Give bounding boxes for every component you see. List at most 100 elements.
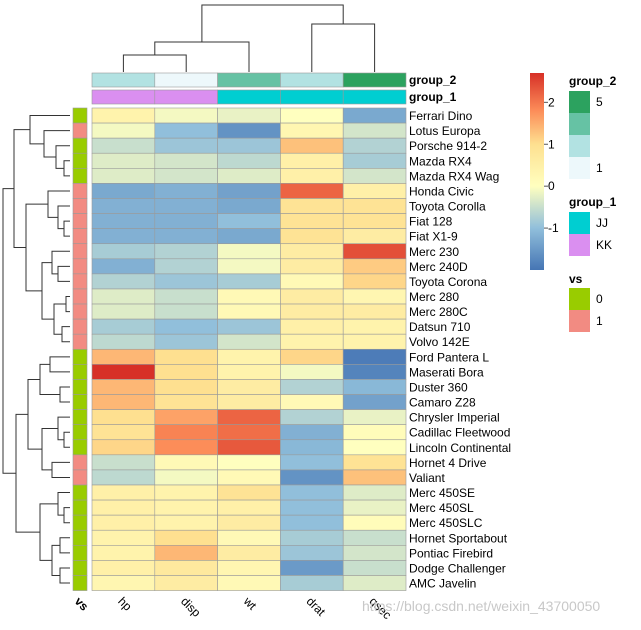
heatmap-cell: [280, 454, 344, 471]
heatmap-cell: [217, 575, 281, 591]
vs-annotation-cell: [72, 228, 88, 245]
heatmap-cell: [342, 545, 407, 561]
heatmap-cell: [342, 560, 407, 576]
heatmap-cell: [217, 514, 281, 531]
row-label: Merc 280: [409, 290, 459, 304]
heatmap-cell: [217, 198, 281, 214]
row-label: Chrysler Imperial: [409, 411, 500, 425]
heatmap-cell: [217, 499, 281, 516]
heatmap-cell: [217, 545, 281, 561]
heatmap-cell: [280, 545, 344, 561]
heatmap-cell: [280, 137, 344, 154]
group1-annotation-cell: [217, 89, 281, 105]
row-dendrogram-link: [51, 461, 70, 478]
heatmap-cell: [154, 560, 218, 576]
heatmap-cell: [217, 333, 281, 350]
heatmap-cell: [280, 469, 344, 486]
heatmap-cell: [91, 303, 156, 320]
row-label: Merc 230: [409, 245, 459, 259]
heatmap-cell: [91, 137, 156, 154]
legend-vs-title: vs: [569, 272, 583, 286]
heatmap-cell: [342, 529, 407, 546]
group2-annotation-cell: [217, 72, 281, 88]
vs-annotation-cell: [72, 379, 88, 395]
vs-annotation-cell: [72, 484, 88, 501]
heatmap-cell: [91, 348, 156, 365]
group1-annotation-label: group_1: [409, 90, 457, 104]
heatmap-cell: [154, 348, 218, 365]
heatmap-cell: [91, 545, 156, 561]
row-label: Duster 360: [409, 380, 468, 394]
row-label: Ford Pantera L: [409, 350, 489, 364]
row-label: Toyota Corolla: [409, 200, 486, 214]
vs-annotation-cell: [72, 168, 88, 184]
column-dendrogram-link: [201, 4, 344, 42]
heatmap-cell: [217, 469, 281, 486]
row-label: Toyota Corona: [409, 275, 487, 289]
color-scale-tick-label: -1: [548, 221, 559, 235]
row-label: Maserati Bora: [409, 365, 484, 379]
vs-annotation-cell: [72, 348, 88, 365]
row-label: Hornet Sportabout: [409, 531, 508, 545]
group1-annotation-cell: [280, 89, 344, 105]
row-label: Merc 450SLC: [409, 516, 483, 530]
heatmap-cell: [217, 288, 281, 305]
vs-annotation-cell: [72, 152, 88, 169]
row-label: Merc 450SL: [409, 501, 474, 515]
heatmap-cell: [280, 514, 344, 531]
heatmap-cell: [154, 333, 218, 350]
group2-annotation-cell: [280, 72, 344, 88]
heatmap-cell: [280, 560, 344, 576]
heatmap-cell: [217, 122, 281, 139]
row-dendrogram-link: [53, 303, 66, 335]
row-label: Mazda RX4 Wag: [409, 169, 499, 183]
heatmap-cell: [154, 137, 218, 154]
heatmap-cell: [217, 273, 281, 290]
heatmap-cell: [217, 243, 281, 260]
heatmap-cell: [154, 122, 218, 139]
row-dendrogram-link: [51, 544, 60, 576]
heatmap-cell: [91, 228, 156, 245]
legend-group1-label: KK: [596, 238, 612, 252]
row-label: Hornet 4 Drive: [409, 456, 487, 470]
heatmap-cell: [280, 258, 344, 275]
heatmap-cell: [154, 183, 218, 199]
heatmap-cell: [154, 273, 218, 290]
heatmap-cell: [217, 424, 281, 441]
heatmap-cell: [342, 409, 407, 425]
row-dendrogram-link: [59, 386, 70, 403]
row-label: AMC Javelin: [409, 577, 476, 591]
heatmap-cell: [154, 364, 218, 380]
heatmap-cell: [342, 228, 407, 245]
heatmap-cell: [154, 168, 218, 184]
heatmap-cell: [91, 318, 156, 335]
heatmap-cell: [280, 228, 344, 245]
vs-annotation-cell: [72, 529, 88, 546]
heatmap-cell: [154, 545, 218, 561]
heatmap-cell: [280, 333, 344, 350]
legend-group2-high-label: 5: [596, 95, 603, 109]
row-label: Fiat 128: [409, 215, 453, 229]
row-label: Pontiac Firebird: [409, 546, 493, 560]
heatmap-cell: [91, 394, 156, 410]
vs-annotation-cell: [72, 575, 88, 591]
heatmap-cell: [342, 198, 407, 214]
color-scale-tick-label: 0: [548, 179, 555, 193]
heatmap-cell: [217, 348, 281, 365]
heatmap-cell: [217, 228, 281, 245]
row-dendrogram-link: [49, 356, 70, 373]
heatmap-cell: [154, 409, 218, 425]
heatmap-cell: [280, 484, 344, 501]
column-label: disp: [178, 594, 204, 620]
row-dendrogram-link: [59, 567, 70, 584]
vs-annotation-cell: [72, 454, 88, 471]
row-dendrogram-link: [59, 537, 70, 554]
heatmap-cell: [91, 424, 156, 441]
vs-annotation-cell: [72, 333, 88, 350]
vs-annotation-cell: [72, 409, 88, 425]
heatmap-cell: [342, 333, 407, 350]
heatmap-cell: [154, 228, 218, 245]
heatmap-cell: [154, 424, 218, 441]
legend-group2-swatch: [569, 113, 590, 135]
